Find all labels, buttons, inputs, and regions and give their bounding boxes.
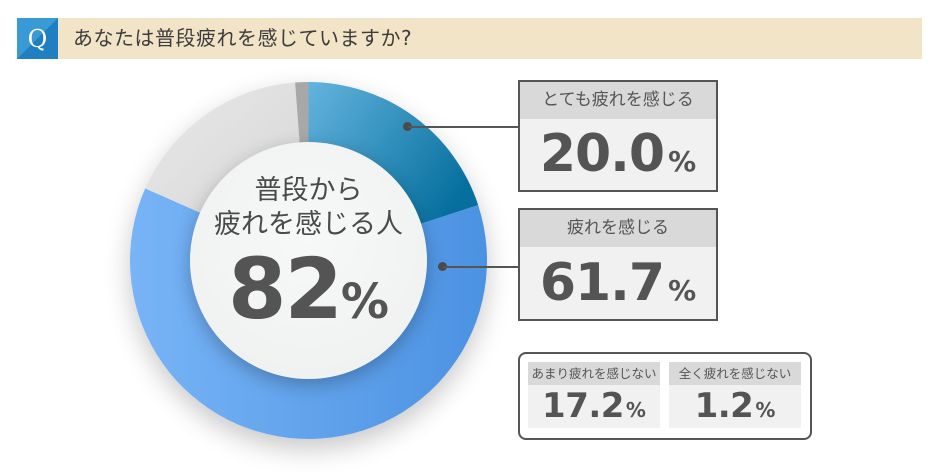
stat-box-not-very-tired: あまり疲れを感じない 17.2%: [528, 362, 660, 428]
stat-label: 全く疲れを感じない: [669, 362, 801, 385]
donut-segment: [130, 188, 487, 439]
donut-segment: [308, 82, 479, 230]
stat-label: とても疲れを感じる: [520, 82, 716, 119]
stat-value: 61.7%: [539, 253, 697, 313]
donut-center: 普段から 疲れを感じる人 82%: [190, 142, 427, 379]
stat-value: 1.2%: [694, 386, 776, 426]
donut-segment: [145, 82, 301, 221]
stat-box-tired: 疲れを感じる 61.7%: [518, 208, 718, 321]
stat-label: 疲れを感じる: [520, 210, 716, 247]
center-label-line2: 疲れを感じる人: [214, 209, 403, 240]
donut-chart: 普段から 疲れを感じる人 82%: [130, 82, 487, 439]
donut-segments: [130, 82, 487, 439]
question-text: あなたは普段疲れを感じていますか?: [73, 26, 413, 50]
center-value: 82%: [228, 240, 389, 338]
leader-dot-very-tired: [403, 122, 412, 131]
q-icon: Q: [17, 18, 58, 59]
not-tired-group: あまり疲れを感じない 17.2% 全く疲れを感じない 1.2%: [518, 352, 812, 440]
stat-value: 20.0%: [539, 124, 697, 184]
leader-line-very-tired: [408, 126, 518, 128]
question-banner: Q あなたは普段疲れを感じていますか?: [17, 18, 922, 59]
stat-label: あまり疲れを感じない: [528, 362, 660, 385]
donut-segment: [295, 82, 309, 161]
donut-ring: [130, 82, 487, 439]
leader-dot-tired: [438, 262, 447, 271]
stat-value: 17.2%: [542, 386, 646, 426]
stat-box-not-tired-at-all: 全く疲れを感じない 1.2%: [669, 362, 801, 428]
leader-line-tired: [443, 266, 518, 268]
center-label-line1: 普段から: [254, 175, 363, 206]
stat-box-very-tired: とても疲れを感じる 20.0%: [518, 80, 718, 192]
